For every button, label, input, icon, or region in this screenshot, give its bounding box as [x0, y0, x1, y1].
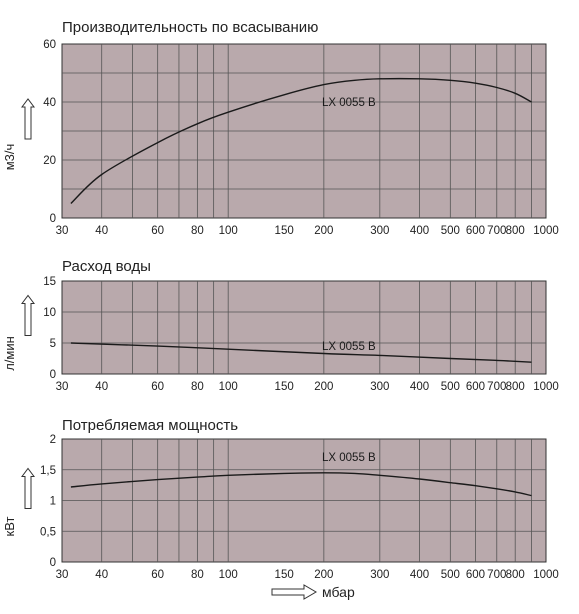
x-tick-label: 30 — [56, 569, 69, 581]
y-tick-label: 0 — [50, 557, 56, 569]
x-tick-label: 1000 — [533, 569, 559, 581]
y-tick-label: 1,5 — [40, 465, 56, 477]
y-axis-arrow-icon — [21, 98, 35, 140]
x-axis-label: мбар — [322, 584, 355, 600]
x-tick-label: 500 — [441, 225, 460, 237]
y-tick-label: 60 — [43, 39, 56, 51]
x-tick-label: 400 — [410, 381, 429, 393]
chart-panel-1: Производительность по всасыванию 30 40 60 80… — [2, 19, 559, 237]
x-tick-label: 60 — [151, 381, 164, 393]
y-tick-label: 15 — [43, 276, 56, 288]
x-tick-label: 150 — [275, 225, 294, 237]
x-tick-label: 800 — [506, 569, 525, 581]
x-tick-label: 600 — [466, 225, 485, 237]
y-tick-label: 5 — [50, 338, 56, 350]
x-tick-label: 700 — [487, 225, 506, 237]
series-label: LX 0055 B — [322, 341, 376, 353]
x-tick-label: 800 — [506, 381, 525, 393]
x-tick-label: 400 — [410, 225, 429, 237]
x-tick-label: 150 — [275, 569, 294, 581]
x-tick-label: 40 — [95, 569, 108, 581]
x-tick-label: 80 — [191, 225, 204, 237]
x-tick-label: 60 — [151, 569, 164, 581]
x-tick-label: 1000 — [533, 225, 559, 237]
x-tick-label: 60 — [151, 225, 164, 237]
y-axis-arrow-icon — [21, 294, 35, 336]
x-tick-label: 400 — [410, 569, 429, 581]
series-line — [70, 77, 532, 205]
y-tick-label: 1 — [50, 496, 56, 508]
x-tick-label: 600 — [466, 569, 485, 581]
x-tick-label: 80 — [191, 569, 204, 581]
series-label: LX 0055 B — [322, 97, 376, 109]
x-tick-label: 300 — [370, 569, 389, 581]
x-tick-label: 100 — [219, 381, 238, 393]
y-tick-label: 20 — [43, 155, 56, 167]
chart-title: Расход воды — [62, 258, 151, 275]
x-tick-label: 30 — [56, 225, 69, 237]
x-tick-label: 1000 — [533, 381, 559, 393]
y-tick-label: 40 — [43, 97, 56, 109]
y-axis-arrow-icon — [21, 467, 35, 509]
chart-panel-3: Потребляемая мощность 30 40 60 80 100 150 200 30… — [2, 417, 559, 600]
x-tick-label: 100 — [219, 569, 238, 581]
x-tick-label: 800 — [506, 225, 525, 237]
x-axis-arrow-icon — [271, 584, 317, 600]
series-line — [70, 472, 532, 497]
x-tick-label: 200 — [314, 569, 333, 581]
y-tick-label: 0 — [50, 213, 56, 225]
y-axis-label: л/мин — [2, 336, 17, 371]
y-axis-label: м3/ч — [2, 144, 17, 171]
y-tick-label: 10 — [43, 307, 56, 319]
y-tick-label: 0 — [50, 369, 56, 381]
chart-title: Производительность по всасыванию — [62, 19, 318, 36]
x-tick-label: 150 — [275, 381, 294, 393]
x-tick-label: 200 — [314, 225, 333, 237]
x-tick-label: 40 — [95, 225, 108, 237]
x-tick-label: 700 — [487, 381, 506, 393]
x-tick-label: 300 — [370, 225, 389, 237]
x-tick-label: 600 — [466, 381, 485, 393]
y-tick-label: 2 — [50, 434, 56, 446]
x-tick-label: 30 — [56, 381, 69, 393]
x-tick-label: 700 — [487, 569, 506, 581]
x-tick-label: 300 — [370, 381, 389, 393]
x-tick-label: 500 — [441, 381, 460, 393]
series-line — [70, 342, 532, 363]
y-tick-label: 0,5 — [40, 526, 56, 538]
y-axis-label: кВт — [2, 517, 17, 537]
x-tick-label: 100 — [219, 225, 238, 237]
x-tick-label: 500 — [441, 569, 460, 581]
chart-title: Потребляемая мощность — [62, 417, 238, 434]
x-tick-label: 80 — [191, 381, 204, 393]
x-tick-label: 40 — [95, 381, 108, 393]
x-tick-label: 200 — [314, 381, 333, 393]
series-label: LX 0055 B — [322, 452, 376, 464]
